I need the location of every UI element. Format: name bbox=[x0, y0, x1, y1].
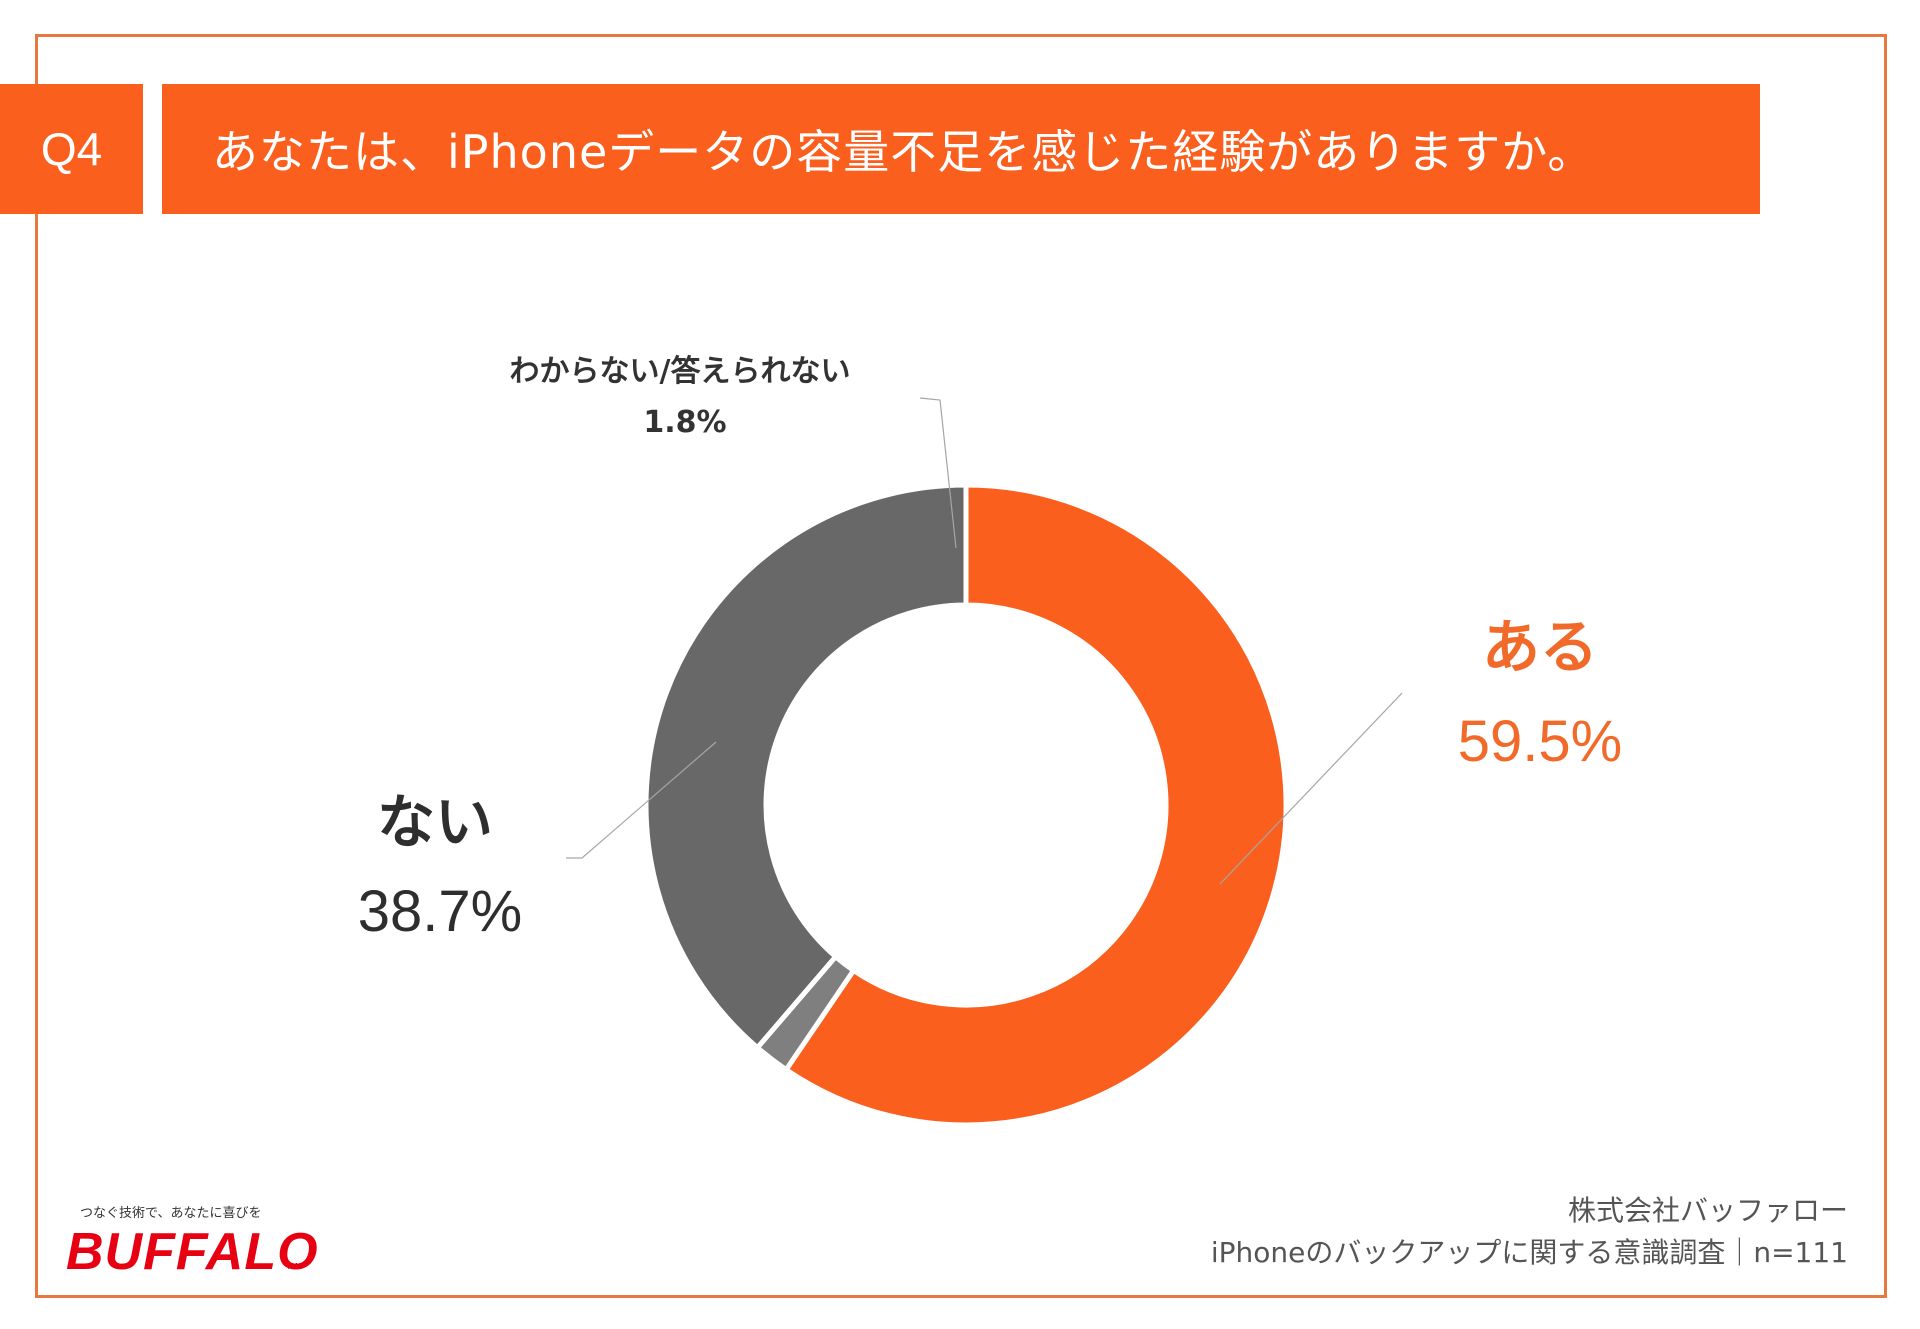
slice-label-yes-value: 59.5% bbox=[1457, 709, 1623, 774]
leader-line-yes bbox=[1219, 692, 1403, 885]
donut-slice-yes bbox=[782, 482, 1289, 1128]
slice-label-unknown-value: 1.8% bbox=[643, 405, 727, 440]
slice-label-no-name: ない bbox=[376, 788, 493, 856]
logo-trademark: TM bbox=[286, 1262, 298, 1271]
question-title: あなたは、iPhoneデータの容量不足を感じた経験がありますか。 bbox=[162, 84, 1760, 214]
leader-line-no bbox=[566, 741, 717, 859]
footer-survey: iPhoneのバックアップに関する意識調査｜n=111 bbox=[1210, 1236, 1848, 1269]
slice-label-yes-name: ある bbox=[1481, 613, 1598, 681]
slide-frame bbox=[35, 34, 1887, 1298]
leader-line-unknown bbox=[919, 397, 957, 549]
slice-label-unknown-name: わからない/答えられない bbox=[509, 354, 851, 389]
logo-tagline: つなぐ技術で、あなたに喜びを bbox=[80, 1206, 262, 1221]
slice-label-no-value: 38.7% bbox=[357, 879, 523, 944]
footer-credit: 株式会社バッファロー iPhoneのバックアップに関する意識調査｜n=111 bbox=[1211, 1190, 1848, 1274]
donut-slice-no bbox=[643, 482, 969, 1052]
footer-company: 株式会社バッファロー bbox=[1567, 1194, 1848, 1227]
buffalo-logo: BUFFALO bbox=[66, 1223, 319, 1281]
question-number-badge: Q4 bbox=[0, 84, 143, 214]
